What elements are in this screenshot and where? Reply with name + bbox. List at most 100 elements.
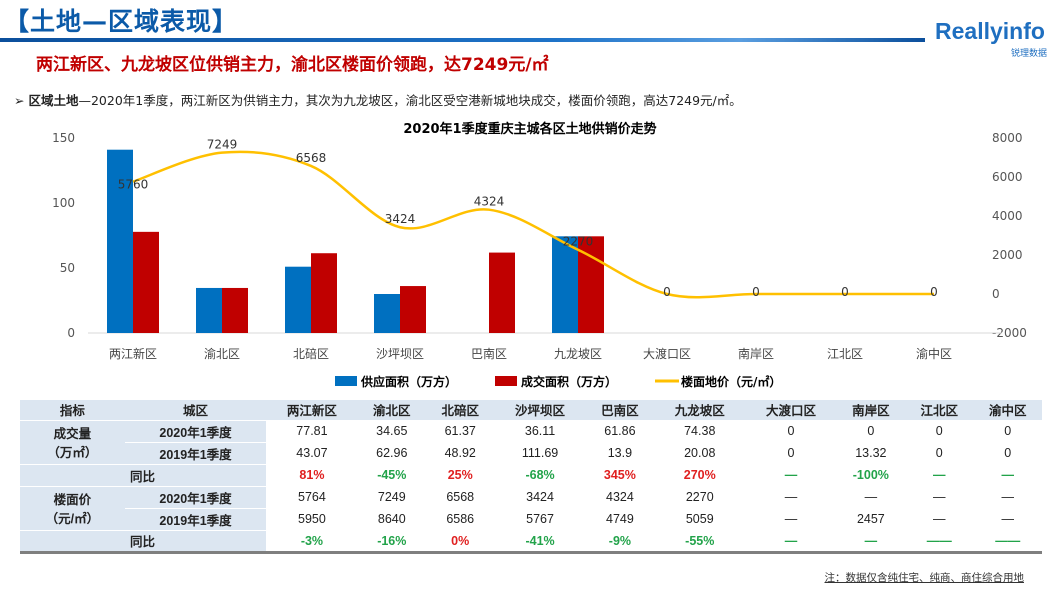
category-label: 巴南区 <box>471 346 507 361</box>
bar-deal <box>311 253 337 333</box>
table-cell: 74.38 <box>654 420 746 443</box>
table-cell: — <box>973 486 1042 509</box>
bar-supply <box>374 294 400 333</box>
table-cell: — <box>905 486 974 509</box>
column-header: 江北区 <box>905 400 974 421</box>
legend-label: 成交面积（万方） <box>521 374 617 389</box>
price-data-label: 0 <box>752 285 760 299</box>
category-label: 大渡口区 <box>643 346 691 361</box>
table-cell: 5764 <box>266 486 358 509</box>
table-cell: — <box>973 464 1042 487</box>
page-title: 【土地—区域表现】 <box>4 7 239 36</box>
table-row: 2019年1季度 43.07 62.96 48.92 111.69 13.9 20.08 0 1… <box>20 442 1042 465</box>
bar-supply <box>196 287 222 333</box>
table-cell: 345% <box>585 464 655 487</box>
title-divider <box>0 38 925 42</box>
row-label: 2019年1季度 <box>124 508 267 531</box>
table-cell: 5767 <box>494 508 586 531</box>
chart: 2020年1季度重庆主城各区土地供销价走势 0 50 100 150 -2000 0 2000… <box>52 121 1027 389</box>
bar-supply <box>285 266 311 333</box>
right-tick-label: 6000 <box>992 170 1023 184</box>
table-cell: 0% <box>426 530 495 554</box>
table-cell: -100% <box>836 464 906 487</box>
table-cell: 4324 <box>585 486 655 509</box>
table-cell: 0 <box>745 420 837 443</box>
table-cell: — <box>836 530 906 554</box>
category-label: 九龙坡区 <box>554 347 602 361</box>
table-cell: 43.07 <box>266 442 358 465</box>
table-row: 2019年1季度 5950 8640 6586 5767 4749 5059—2457— — <box>20 508 1042 531</box>
bar-deal <box>133 231 159 333</box>
table-row: 同比 -3% -16% 0% -41% -9% -55% — — —— —— <box>20 530 1042 554</box>
table-cell: 0 <box>836 420 906 443</box>
table-cell: 0 <box>745 442 837 465</box>
row-label: 同比 <box>20 530 267 554</box>
left-tick-label: 50 <box>60 261 75 275</box>
column-header: 城区 <box>124 400 267 421</box>
column-header: 渝中区 <box>973 400 1042 421</box>
right-tick-label: 4000 <box>992 209 1023 223</box>
price-data-label: 6568 <box>296 151 327 165</box>
left-tick-label: 0 <box>67 326 75 340</box>
table-header: 指标 城区 两江新区 渝北区 北碚区 沙坪坝区 巴南区 九龙坡区 大渡口区 南岸区 江北区 渝中区 <box>20 400 1042 421</box>
category-label: 江北区 <box>827 347 863 361</box>
table-cell: — <box>745 464 837 487</box>
bar-deal <box>489 252 515 333</box>
table-cell: 2457 <box>836 508 906 531</box>
bar-supply <box>552 236 578 333</box>
table-cell: 270% <box>654 464 746 487</box>
table-cell: 4749 <box>585 508 655 531</box>
category-label: 渝北区 <box>204 346 240 361</box>
column-header: 渝北区 <box>357 400 426 421</box>
column-header: 巴南区 <box>585 400 655 421</box>
right-tick-label: 2000 <box>992 248 1023 262</box>
table-row: 楼面价 （元/㎡） 2020年1季度 5764 7249 6568 3424 4324 2270… <box>20 486 1042 531</box>
table-cell: — <box>836 486 906 509</box>
bar-deal <box>400 286 426 333</box>
group-label: 楼面价 （元/㎡） <box>20 486 125 531</box>
table-cell: 13.9 <box>585 442 655 465</box>
row-label: 2020年1季度 <box>124 486 267 509</box>
table-cell: 3424 <box>494 486 586 509</box>
data-table: 指标 城区 两江新区 渝北区 北碚区 沙坪坝区 巴南区 九龙坡区 大渡口区 南岸区 江北区 渝中区 成交… <box>20 400 1042 554</box>
left-tick-label: 150 <box>52 131 75 145</box>
category-label: 渝中区 <box>916 346 952 361</box>
table-cell: -16% <box>357 530 426 554</box>
price-line <box>132 150 934 299</box>
table-cell: 111.69 <box>494 442 586 465</box>
table-cell: —— <box>905 530 974 554</box>
table-cell: — <box>745 508 837 531</box>
price-data-label: 2270 <box>563 235 594 249</box>
category-label: 两江新区 <box>109 346 157 361</box>
category-label: 沙坪坝区 <box>376 347 424 361</box>
table-cell: 2270 <box>654 486 746 509</box>
row-label: 同比 <box>20 464 267 487</box>
row-label: 2020年1季度 <box>124 420 267 443</box>
price-data-label: 3424 <box>385 212 416 226</box>
table-cell: 13.32 <box>836 442 906 465</box>
table-cell: 34.65 <box>357 420 426 443</box>
price-data-label: 0 <box>841 285 849 299</box>
right-tick-label: -2000 <box>992 326 1027 340</box>
legend-swatch <box>335 376 357 386</box>
legend-label: 供应面积（万方） <box>360 374 457 389</box>
legend-label: 楼面地价（元/㎡） <box>681 374 781 389</box>
table-cell: 0 <box>973 420 1042 443</box>
table-cell: 81% <box>266 464 358 487</box>
table-cell: -55% <box>654 530 746 554</box>
bullet-text: ➢ 区域土地—2020年1季度，两江新区为供销主力，其次为九龙坡区，渝北区受空港… <box>14 93 742 108</box>
table-cell: 62.96 <box>357 442 426 465</box>
table-cell: 36.11 <box>494 420 586 443</box>
footnote: 注：数据仅含纯住宅、纯商、商住综合用地 <box>824 572 1025 584</box>
price-data-label: 4324 <box>474 195 505 209</box>
table-cell: 77.81 <box>266 420 358 443</box>
table-cell: —— <box>973 530 1042 554</box>
arrow-bullet-icon: ➢ <box>14 93 29 108</box>
bar-deal <box>222 287 248 333</box>
price-data-label: 7249 <box>207 138 238 152</box>
table-cell: 0 <box>905 420 974 443</box>
table-cell: — <box>745 530 837 554</box>
column-header: 沙坪坝区 <box>494 400 586 421</box>
price-data-label: 0 <box>663 285 671 299</box>
table-cell: 7249 <box>357 486 426 509</box>
